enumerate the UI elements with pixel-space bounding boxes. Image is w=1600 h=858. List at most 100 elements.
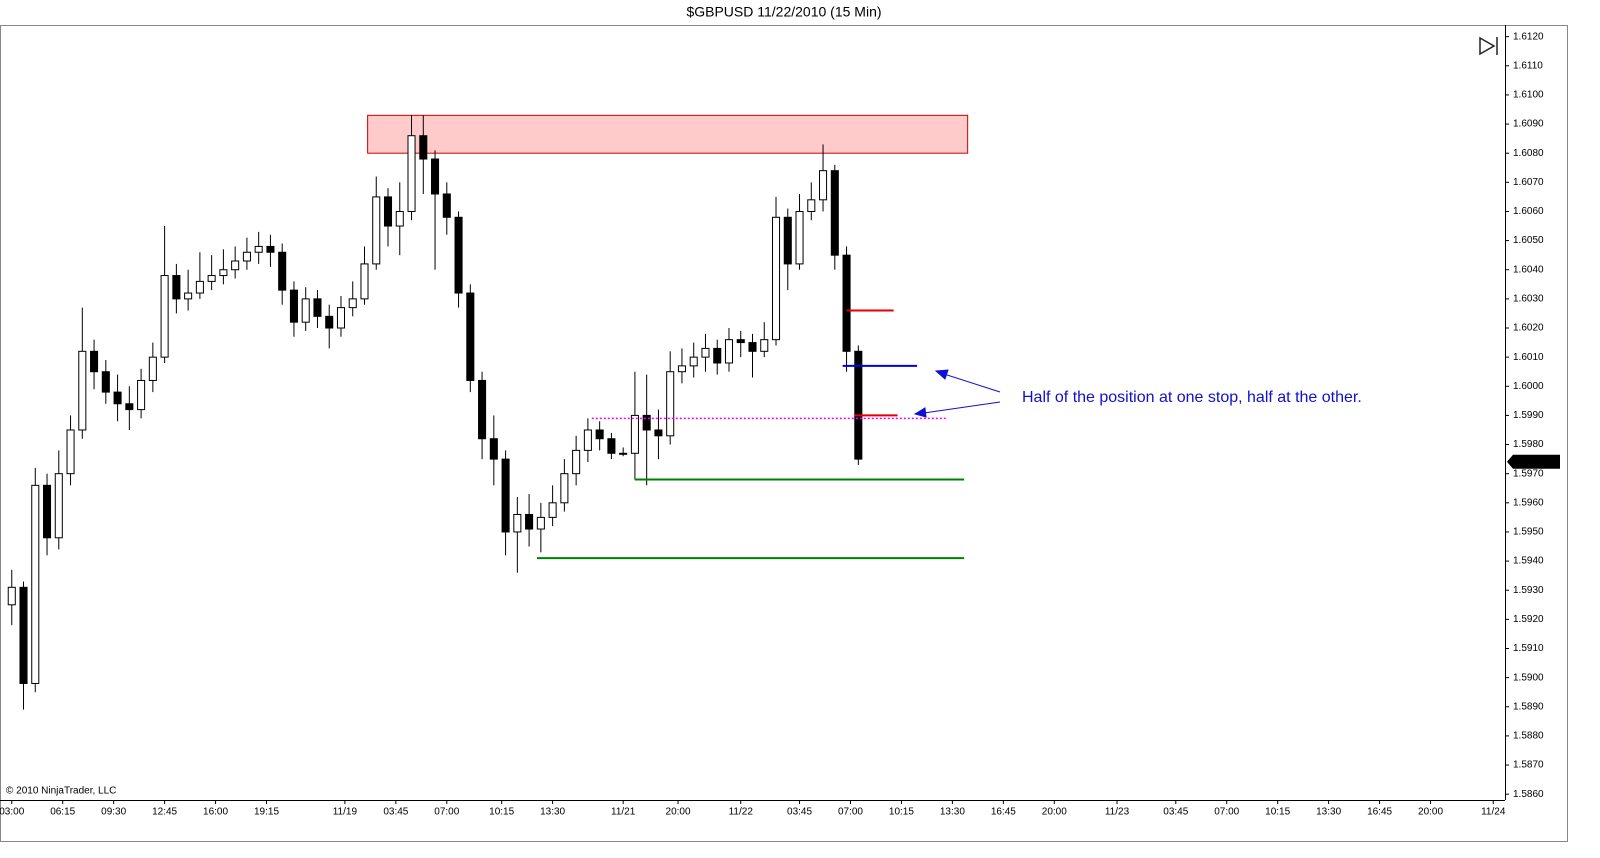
candle-body [642, 414, 651, 431]
candle-body [583, 429, 592, 451]
x-tick-label: 16:00 [203, 807, 228, 818]
x-tick-label: 11/21 [611, 807, 636, 818]
candle-body [619, 452, 628, 455]
x-tick-label: 07:00 [838, 807, 863, 818]
candle-body [595, 429, 604, 440]
y-tick-label: 1.5960 [1513, 497, 1544, 508]
y-tick-label: 1.6080 [1513, 148, 1544, 159]
candle-body [19, 586, 28, 684]
y-tick-label: 1.6020 [1513, 323, 1544, 334]
candle-body [525, 513, 534, 530]
candle-body [101, 371, 110, 393]
candle-body [289, 289, 298, 323]
candle-body [407, 135, 416, 212]
candle-body [654, 429, 663, 437]
x-tick-label: 11/24 [1481, 807, 1506, 818]
candle-body [254, 245, 263, 253]
candle-body [607, 438, 616, 454]
y-tick-label: 1.5970 [1513, 468, 1544, 479]
candle-body [336, 307, 346, 329]
candle-body [513, 513, 522, 533]
x-tick-label: 20:00 [1042, 807, 1067, 818]
x-tick-label: 12:45 [152, 807, 177, 818]
y-tick-label: 1.5910 [1513, 643, 1544, 654]
y-tick-label: 1.6070 [1513, 177, 1544, 188]
candle-body [242, 251, 251, 262]
candle-body [442, 193, 451, 218]
candle-body [160, 275, 169, 358]
candle-body [713, 347, 722, 364]
chart-title: $GBPUSD 11/22/2010 (15 Min) [686, 4, 881, 20]
candle-body [771, 216, 781, 341]
candle-body [207, 275, 216, 282]
y-tick-label: 1.5940 [1513, 556, 1544, 567]
x-tick-label: 20:00 [1418, 807, 1443, 818]
x-tick-label: 10:15 [889, 807, 914, 818]
candle-body [31, 484, 40, 684]
y-tick-label: 1.5900 [1513, 672, 1544, 683]
y-tick-label: 1.5860 [1513, 789, 1544, 800]
candle-body [478, 379, 487, 440]
candle-body [842, 254, 851, 352]
x-tick-label: 13:30 [940, 807, 965, 818]
x-tick-label: 13:30 [1316, 807, 1341, 818]
candle-body [689, 356, 698, 367]
candle-body [113, 391, 122, 405]
candle-body [125, 403, 134, 411]
y-tick-label: 1.6040 [1513, 264, 1544, 275]
y-tick-label: 1.6000 [1513, 381, 1544, 392]
candle-body [137, 379, 146, 411]
x-tick-label: 06:15 [50, 807, 75, 818]
y-tick-label: 1.5920 [1513, 614, 1544, 625]
y-tick-label: 1.5890 [1513, 701, 1544, 712]
y-tick-label: 1.5880 [1513, 731, 1544, 742]
candle-body [666, 371, 675, 437]
candle-body [172, 275, 181, 300]
x-tick-label: 03:45 [1163, 807, 1188, 818]
candle-body [701, 347, 710, 358]
x-tick-label: 09:30 [101, 807, 126, 818]
candle-body [807, 199, 816, 212]
y-tick-label: 1.6010 [1513, 352, 1544, 363]
y-tick-label: 1.6110 [1513, 60, 1543, 71]
candle-body [819, 170, 828, 201]
x-tick-label: 11/22 [729, 807, 754, 818]
x-tick-label: 16:45 [991, 807, 1016, 818]
candle-body [630, 414, 639, 454]
x-tick-label: 16:45 [1367, 807, 1392, 818]
scroll-end-icon[interactable] [1479, 36, 1498, 56]
x-tick-label: 03:45 [787, 807, 812, 818]
candle-body [7, 586, 16, 606]
x-tick-label: 07:00 [1214, 807, 1239, 818]
candle-body [783, 216, 792, 265]
candle-body [760, 339, 769, 352]
chart-frame [0, 25, 1568, 842]
y-tick-label: 1.6120 [1513, 31, 1544, 42]
candle-body [572, 449, 581, 475]
candle-body [184, 292, 193, 300]
y-tick-label: 1.5950 [1513, 527, 1544, 538]
candle-body [90, 350, 99, 373]
candle-body [360, 263, 369, 300]
zone [367, 114, 969, 154]
candle-body [395, 210, 404, 227]
x-tick-label: 03:00 [0, 807, 25, 818]
candle-body [854, 350, 863, 460]
y-tick-label: 1.5980 [1513, 439, 1544, 450]
x-tick-label: 11/19 [333, 807, 358, 818]
candle-body [54, 473, 63, 539]
candle-body [748, 342, 757, 352]
candle-body [78, 350, 87, 431]
copyright: © 2010 NinjaTrader, LLC [6, 786, 116, 797]
x-tick-label: 10:15 [1265, 807, 1290, 818]
x-tick-label: 19:15 [254, 807, 279, 818]
candle-body [348, 298, 357, 309]
x-tick-label: 03:45 [383, 807, 408, 818]
y-tick-label: 1.5930 [1513, 585, 1544, 596]
candle-body [148, 356, 157, 381]
x-tick-label: 11/23 [1105, 807, 1130, 818]
candle-body [278, 251, 287, 291]
candle-body [795, 210, 804, 265]
